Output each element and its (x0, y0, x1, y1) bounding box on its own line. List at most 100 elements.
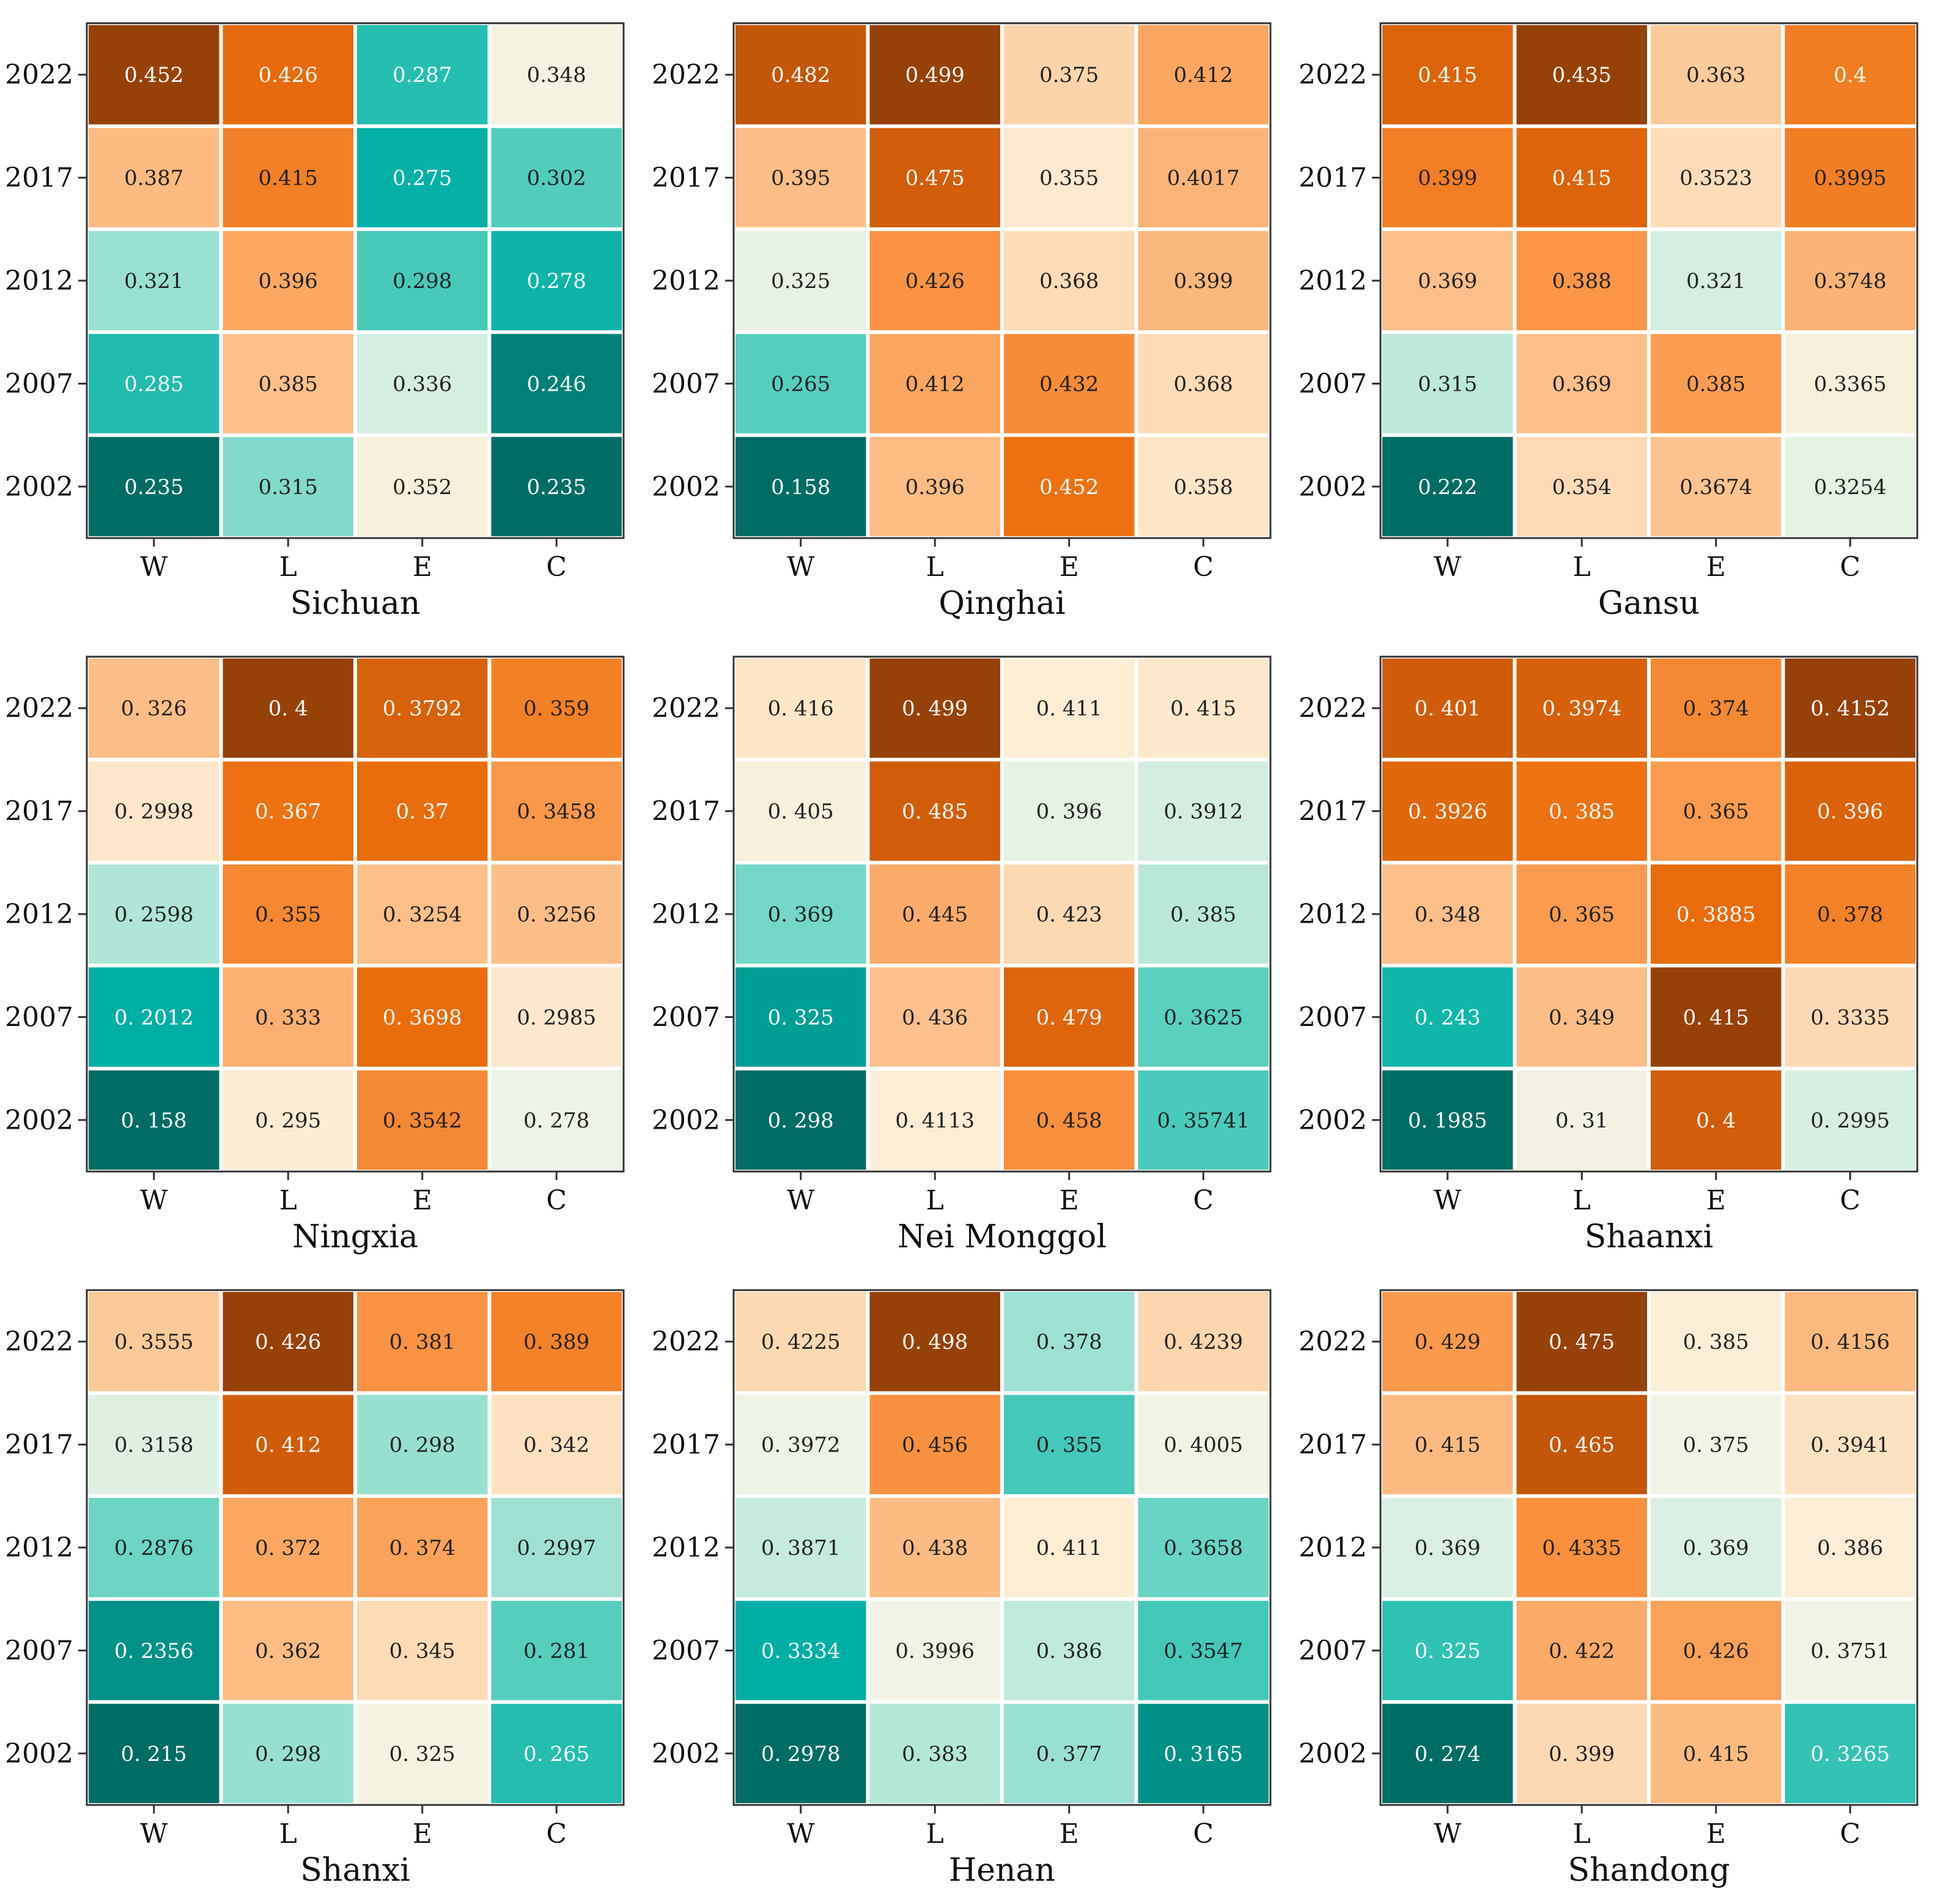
x-tick-label: W (787, 1818, 815, 1850)
cell-value-label: 0. 355 (255, 902, 321, 927)
x-tick-label: E (1060, 1818, 1079, 1850)
heatmap-cell (1785, 1497, 1915, 1598)
cell-value-label: 0. 456 (902, 1433, 968, 1458)
heatmap-cell (1138, 1395, 1269, 1494)
x-tick-label: W (787, 1185, 815, 1216)
heatmap-cell (223, 1070, 353, 1170)
cell-value-label: 0. 345 (389, 1639, 455, 1663)
y-tick-label: 2022 (5, 693, 73, 724)
heatmap-cell (1004, 25, 1135, 125)
heatmap-cell (89, 1292, 219, 1392)
y-tick-label: 2022 (1299, 693, 1367, 724)
heatmap-cell (1651, 437, 1782, 536)
heatmap-cell (1138, 334, 1269, 434)
cell-value-label: 0.235 (124, 475, 183, 500)
cell-value-label: 0. 35741 (1157, 1109, 1250, 1133)
x-tick-label: W (1434, 1818, 1462, 1850)
y-tick-label: 2002 (5, 471, 73, 503)
cell-value-label: 0.385 (1686, 372, 1745, 396)
heatmap-cell (1382, 761, 1513, 861)
heatmap-cell (1785, 864, 1915, 964)
heatmap-cell (735, 1601, 866, 1700)
y-tick-label: 2017 (5, 1430, 73, 1461)
cell-value-label: 0.321 (1686, 269, 1745, 293)
cell-value-label: 0.321 (124, 269, 183, 293)
heatmap-cell (357, 1070, 488, 1170)
cell-value-label: 0. 365 (1549, 902, 1615, 927)
heatmap-cell (1382, 659, 1513, 758)
heatmap-cell (1651, 128, 1782, 227)
x-tick-label: E (1060, 552, 1079, 583)
x-tick-label: E (413, 1818, 432, 1850)
heatmap-cell (1138, 864, 1269, 964)
heatmap-cell (223, 25, 353, 125)
heatmap-cell (1516, 761, 1647, 861)
heatmap-cell (1382, 334, 1513, 434)
heatmap-cell (1651, 864, 1782, 964)
heatmap-cell (223, 864, 353, 964)
heatmap-cell (1785, 437, 1915, 536)
heatmap-cell (1651, 1703, 1782, 1803)
cell-value-label: 0. 3547 (1163, 1639, 1243, 1663)
cell-value-label: 0. 3871 (761, 1536, 841, 1560)
cell-value-label: 0.452 (1039, 475, 1099, 500)
x-tick-label: C (546, 1185, 567, 1216)
cell-value-label: 0.396 (905, 475, 965, 500)
cell-value-label: 0.275 (393, 166, 452, 191)
x-tick-label: C (546, 1818, 567, 1850)
heatmap-cell (1651, 761, 1782, 861)
cell-value-label: 0. 399 (1549, 1742, 1615, 1766)
heatmap-cell (89, 437, 219, 536)
x-tick-label: C (1840, 1185, 1860, 1216)
panel-title: Shanxi (300, 1852, 410, 1889)
heatmap-cell (1004, 231, 1135, 331)
cell-value-label: 0. 4152 (1810, 696, 1890, 721)
cell-value-label: 0. 342 (523, 1433, 589, 1458)
cell-value-label: 0. 3625 (1163, 1005, 1243, 1030)
heatmap-cell (491, 1292, 622, 1392)
cell-value-label: 0. 158 (121, 1109, 187, 1133)
heatmap-cell (1785, 231, 1915, 331)
cell-value-label: 0. 383 (902, 1742, 968, 1766)
heatmap-cell (1138, 1070, 1269, 1170)
cell-value-label: 0. 4239 (1163, 1330, 1243, 1354)
heatmap-cell (1004, 967, 1135, 1067)
x-tick-label: E (1706, 1818, 1726, 1850)
heatmap-cell (223, 128, 353, 227)
panel-title: Ningxia (292, 1219, 418, 1255)
heatmap-cell (1651, 967, 1782, 1067)
x-tick-label: C (1840, 552, 1860, 583)
heatmap-panel: 0. 416 0. 499 0. 411 0. 415 0. 405 0. 485 0. 3… (652, 655, 1272, 1255)
heatmap-cell (869, 1601, 1000, 1700)
cell-value-label: 0. 411 (1036, 696, 1102, 721)
cell-value-label: 0.452 (124, 63, 183, 87)
heatmap-cell (1004, 659, 1135, 758)
cell-value-label: 0.369 (1552, 372, 1612, 396)
cell-value-label: 0.415 (1418, 63, 1477, 87)
cell-value-label: 0. 298 (768, 1109, 834, 1133)
y-tick-label: 2017 (1299, 1430, 1367, 1461)
cell-value-label: 0. 3542 (383, 1109, 462, 1133)
panel-title: Henan (949, 1852, 1055, 1889)
heatmap-cell (491, 231, 622, 331)
heatmap-cell (1138, 659, 1269, 758)
y-tick-label: 2022 (1299, 59, 1367, 90)
heatmap-cell (1785, 334, 1915, 434)
cell-value-label: 0. 475 (1549, 1330, 1615, 1354)
cell-value-label: 0. 405 (768, 800, 834, 824)
cell-value-label: 0. 479 (1036, 1005, 1102, 1030)
y-tick-label: 2007 (652, 368, 720, 399)
cell-value-label: 0. 3974 (1542, 696, 1621, 721)
cell-value-label: 0.499 (905, 63, 965, 87)
heatmap-cell (1785, 659, 1915, 758)
heatmap-cell (357, 1292, 488, 1392)
heatmap-cell (735, 231, 866, 331)
heatmap-cell (869, 1395, 1000, 1494)
heatmap-cell (1516, 1601, 1647, 1700)
cell-value-label: 0.415 (259, 166, 318, 191)
heatmap-cell (735, 128, 866, 227)
x-tick-label: L (279, 1185, 297, 1216)
heatmap-cell (223, 967, 353, 1067)
x-tick-label: E (1060, 1185, 1079, 1216)
heatmap-cell (89, 864, 219, 964)
